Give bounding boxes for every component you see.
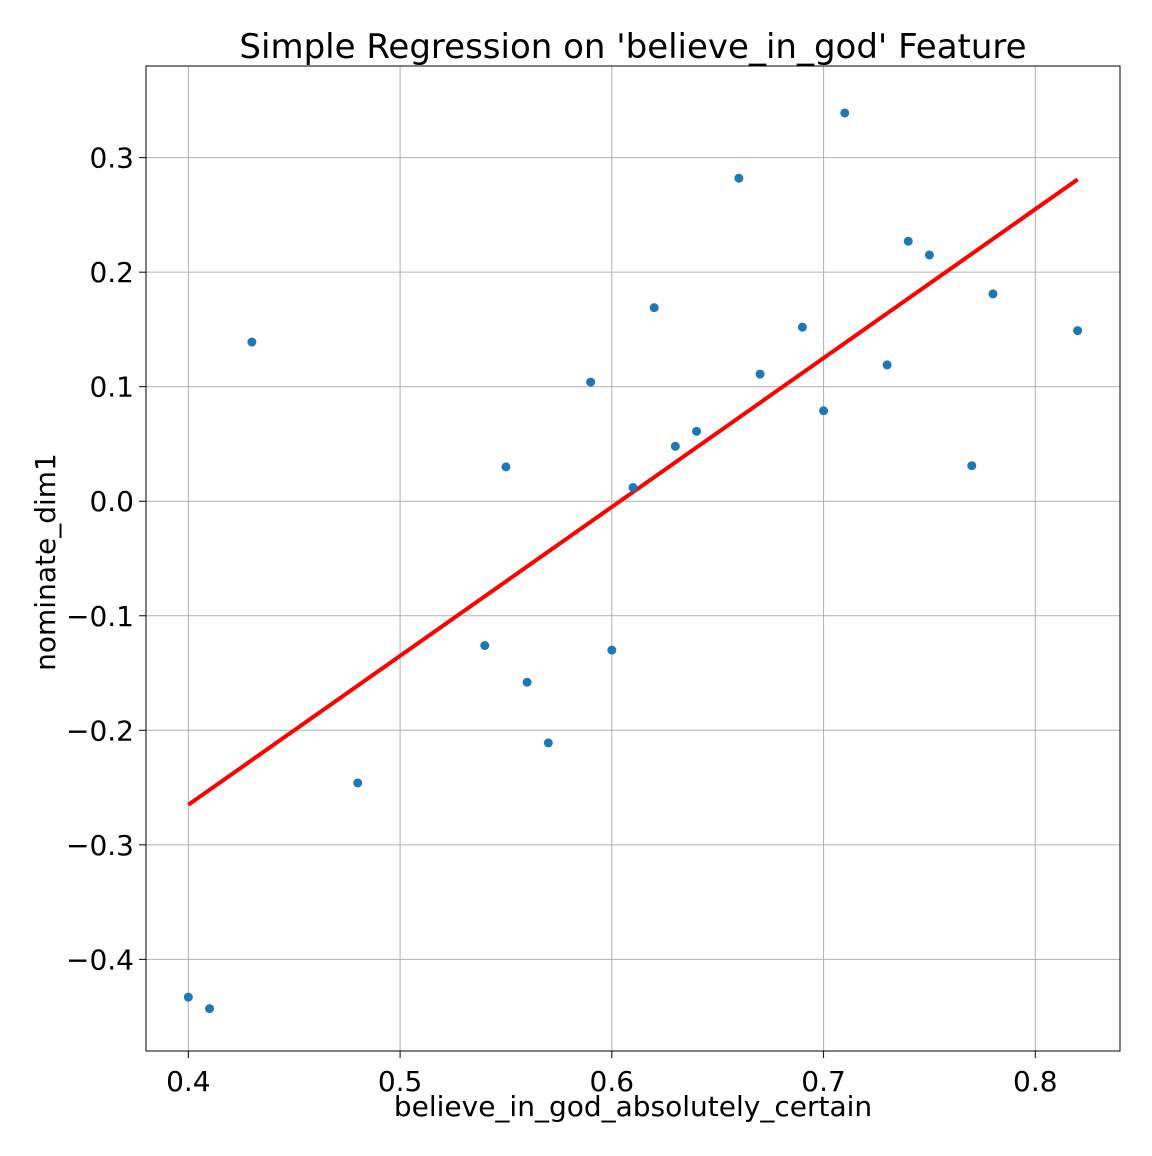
x-tick-label: 0.6 [590,1065,635,1098]
scatter-point [882,360,892,370]
scatter-point [353,778,363,788]
scatter-point [967,461,977,471]
grid-lines [146,66,1120,1051]
scatter-point [543,738,553,748]
y-tick-label: 0.0 [89,485,134,518]
x-axis-label: believe_in_god_absolutely_certain [394,1090,872,1123]
regression-line-layer [187,177,1079,807]
y-tick-label: −0.4 [66,943,134,976]
x-tick-label: 0.8 [1013,1065,1058,1098]
scatter-point [734,173,744,183]
y-tick-label: −0.3 [66,829,134,862]
scatter-point [628,482,638,492]
scatter-point [797,322,807,332]
scatter-point [247,337,257,347]
y-tick-label: −0.1 [66,600,134,633]
scatter-point [586,377,596,387]
plot-area [145,65,1121,1052]
scatter-point [924,250,934,260]
scatter-point [670,441,680,451]
x-tick-label: 0.5 [378,1065,423,1098]
scatter-point [480,641,490,651]
scatter-point [988,289,998,299]
scatter-point [903,236,913,246]
scatter-point [1073,326,1083,336]
y-tick-label: 0.2 [89,256,134,289]
scatter-points [183,108,1083,1014]
y-tick-label: −0.2 [66,714,134,747]
y-axis: −0.4 −0.3 −0.2 −0.1 0.0 0.1 0.2 0.3 [66,142,146,976]
x-axis: 0.4 0.5 0.6 0.7 0.8 [166,1051,1058,1098]
y-tick-label: 0.3 [89,142,134,175]
plot-frame [145,65,1121,1052]
scatter-point [607,645,617,655]
y-axis-label: nominate_dim1 [29,453,62,671]
scatter-point [501,462,511,472]
scatter-point [819,406,829,416]
scatter-point [649,303,659,313]
y-tick-label: 0.1 [89,371,134,404]
scatter-point [755,369,765,379]
regression-line [187,177,1079,807]
chart-title: Simple Regression on 'believe_in_god' Fe… [239,27,1026,67]
x-tick-label: 0.7 [801,1065,846,1098]
x-tick-label: 0.4 [166,1065,211,1098]
plot-background [146,66,1120,1051]
scatter-point [840,108,850,118]
scatter-point [692,426,702,436]
scatter-point [183,992,193,1002]
scatter-point [205,1004,215,1014]
scatter-point [522,677,532,687]
